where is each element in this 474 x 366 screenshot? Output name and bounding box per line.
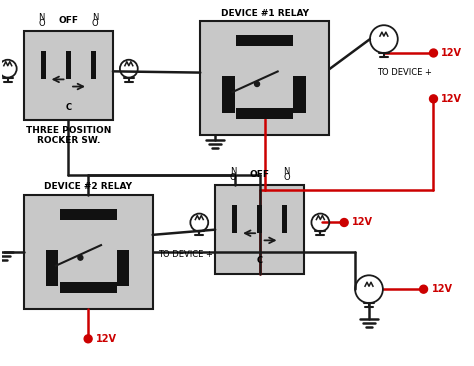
Bar	[91, 51, 96, 79]
Circle shape	[78, 255, 83, 260]
Bar	[201, 21, 329, 135]
Text: O: O	[38, 19, 45, 28]
Text: DEVICE #2 RELAY: DEVICE #2 RELAY	[44, 183, 132, 191]
Bar	[41, 51, 46, 79]
Circle shape	[255, 82, 260, 86]
Bar	[237, 108, 293, 119]
Text: DEVICE #1 RELAY: DEVICE #1 RELAY	[221, 9, 309, 18]
Text: O: O	[230, 172, 237, 182]
Bar	[66, 51, 71, 79]
Circle shape	[419, 285, 428, 293]
Text: THREE POSITION: THREE POSITION	[26, 126, 111, 135]
Text: N: N	[230, 167, 236, 176]
Bar	[46, 250, 58, 286]
Text: 12V: 12V	[441, 48, 463, 58]
Circle shape	[429, 95, 438, 103]
Circle shape	[429, 49, 438, 57]
Bar	[237, 35, 293, 46]
Circle shape	[84, 335, 92, 343]
Text: O: O	[283, 172, 290, 182]
Text: N: N	[92, 13, 98, 22]
Bar	[283, 205, 287, 233]
Text: OFF: OFF	[58, 16, 78, 25]
Text: C: C	[65, 102, 72, 112]
Text: 12V: 12V	[441, 94, 463, 104]
Bar	[24, 195, 153, 309]
Text: N: N	[283, 167, 290, 176]
Text: ROCKER SW.: ROCKER SW.	[36, 136, 100, 145]
Text: 12V: 12V	[431, 284, 453, 294]
Bar	[257, 205, 262, 233]
Text: TO DEVICE +: TO DEVICE +	[377, 68, 432, 77]
Text: C: C	[257, 257, 263, 265]
Text: 12V: 12V	[96, 334, 117, 344]
Text: 12V: 12V	[352, 217, 373, 228]
Circle shape	[340, 219, 348, 227]
Bar	[232, 205, 237, 233]
Text: O: O	[92, 19, 99, 28]
Bar	[293, 76, 306, 112]
Bar	[117, 250, 129, 286]
Text: OFF: OFF	[250, 169, 270, 179]
Text: N: N	[38, 13, 45, 22]
Bar	[24, 31, 113, 120]
Bar	[60, 209, 117, 220]
Text: TO DEVICE +: TO DEVICE +	[158, 250, 212, 259]
Bar	[60, 282, 117, 293]
Bar	[222, 76, 235, 112]
Bar	[215, 185, 304, 274]
